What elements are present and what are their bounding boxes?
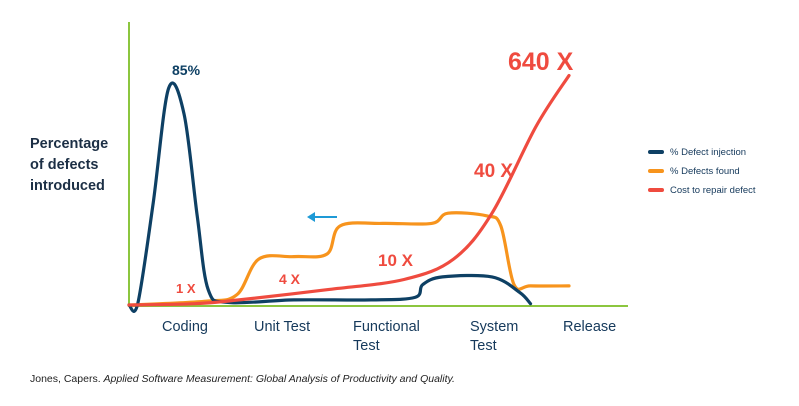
x-tick-label-coding: Coding: [162, 319, 208, 335]
series-line-defects-found: [127, 211, 571, 307]
legend-label: Cost to repair defect: [670, 184, 756, 196]
legend-swatch: [648, 169, 664, 173]
peak-annotation: 85%: [172, 62, 201, 78]
x-tick-label-release: Release: [563, 319, 617, 335]
x-tick-label-system-test: System Test: [470, 319, 519, 354]
legend-swatch: [648, 188, 664, 192]
x-tick-label-unit-test: Unit Test: [254, 319, 311, 335]
cost-label-10x: 10 X: [378, 251, 413, 270]
y-axis-label: Percentage of defects introduced: [30, 136, 109, 194]
caption-author: Jones, Capers.: [30, 373, 101, 385]
cost-label-40x: 40 X: [474, 161, 514, 182]
axes: [128, 22, 628, 307]
legend-label: % Defect injection: [670, 146, 747, 158]
legend: % Defect injection % Defects found Cost …: [648, 143, 756, 200]
cost-label-4x: 4 X: [279, 271, 301, 287]
series-layer: [127, 73, 571, 313]
legend-item-cost-to-repair: Cost to repair defect: [648, 181, 756, 199]
legend-swatch: [648, 150, 664, 154]
cost-label-640x: 640 X: [508, 48, 574, 76]
cost-label-1x: 1 X: [176, 281, 196, 296]
x-tick-label-functional-test: Functional Test: [353, 319, 420, 354]
legend-item-defect-injection: % Defect injection: [648, 143, 756, 161]
caption-title: Applied Software Measurement: Global Ana…: [103, 373, 455, 385]
legend-label: % Defects found: [670, 165, 740, 177]
left-arrow-icon: [307, 212, 337, 222]
series-line-cost-to-repair-defect: [127, 73, 571, 307]
series-line-defect-injection: [127, 81, 533, 313]
legend-item-defects-found: % Defects found: [648, 162, 756, 180]
source-caption: Jones, Capers. Applied Software Measurem…: [30, 373, 455, 385]
